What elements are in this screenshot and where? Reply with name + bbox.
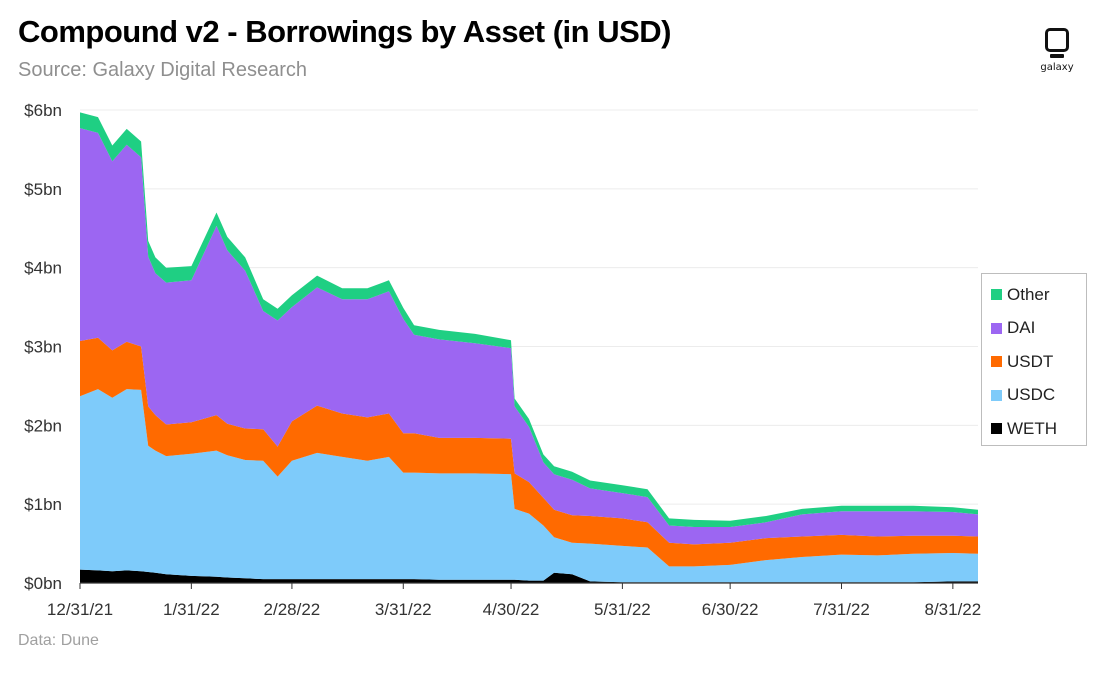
x-tick-label: 7/31/22 <box>813 600 870 619</box>
y-tick-label: $0bn <box>24 574 62 593</box>
legend-label: WETH <box>1007 418 1058 438</box>
y-tick-label: $2bn <box>24 416 62 435</box>
legend-item-usdc: USDC <box>982 379 1086 413</box>
chart-legend: Other DAI USDT USDC WETH <box>981 273 1087 446</box>
legend-item-weth: WETH <box>982 412 1086 446</box>
y-tick-label: $1bn <box>24 495 62 514</box>
area-usdc <box>80 389 978 583</box>
data-source-note: Data: Dune <box>18 632 99 649</box>
x-tick-label: 12/31/21 <box>47 600 113 619</box>
legend-item-dai: DAI <box>982 312 1086 346</box>
area-series <box>80 112 978 583</box>
axes: $0bn $1bn $2bn $3bn $4bn $5bn $6bn 12/31/21 1/31… <box>24 101 981 619</box>
legend-swatch <box>991 423 1002 435</box>
x-tick-label: 4/30/22 <box>483 600 540 619</box>
y-tick-label: $4bn <box>24 259 62 278</box>
legend-label: Other <box>1007 284 1050 304</box>
y-tick-label: $3bn <box>24 338 62 357</box>
legend-item-usdt: USDT <box>982 345 1086 379</box>
chart-subtitle: Source: Galaxy Digital Research <box>18 59 308 81</box>
legend-label: USDT <box>1007 351 1054 371</box>
legend-swatch <box>991 289 1002 301</box>
x-tick-label: 1/31/22 <box>163 600 220 619</box>
galaxy-logo-icon <box>1045 28 1069 58</box>
area-weth <box>80 569 978 583</box>
logo-text: galaxy <box>1040 62 1074 73</box>
area-usdt <box>80 337 978 567</box>
galaxy-logo: galaxy <box>1036 28 1078 78</box>
legend-label: USDC <box>1007 385 1056 405</box>
y-tick-label: $5bn <box>24 180 62 199</box>
x-tick-label: 3/31/22 <box>375 600 432 619</box>
chart-title: Compound v2 - Borrowings by Asset (in US… <box>18 14 672 49</box>
x-tick-label: 2/28/22 <box>264 600 321 619</box>
legend-swatch <box>991 356 1002 368</box>
legend-label: DAI <box>1007 318 1036 338</box>
legend-item-other: Other <box>982 278 1086 312</box>
area-dai <box>80 128 978 545</box>
x-tick-label: 5/31/22 <box>594 600 651 619</box>
legend-swatch <box>991 322 1002 334</box>
legend-swatch <box>991 389 1002 401</box>
x-tick-label: 6/30/22 <box>702 600 759 619</box>
x-tick-label: 8/31/22 <box>924 600 981 619</box>
y-tick-label: $6bn <box>24 101 62 120</box>
